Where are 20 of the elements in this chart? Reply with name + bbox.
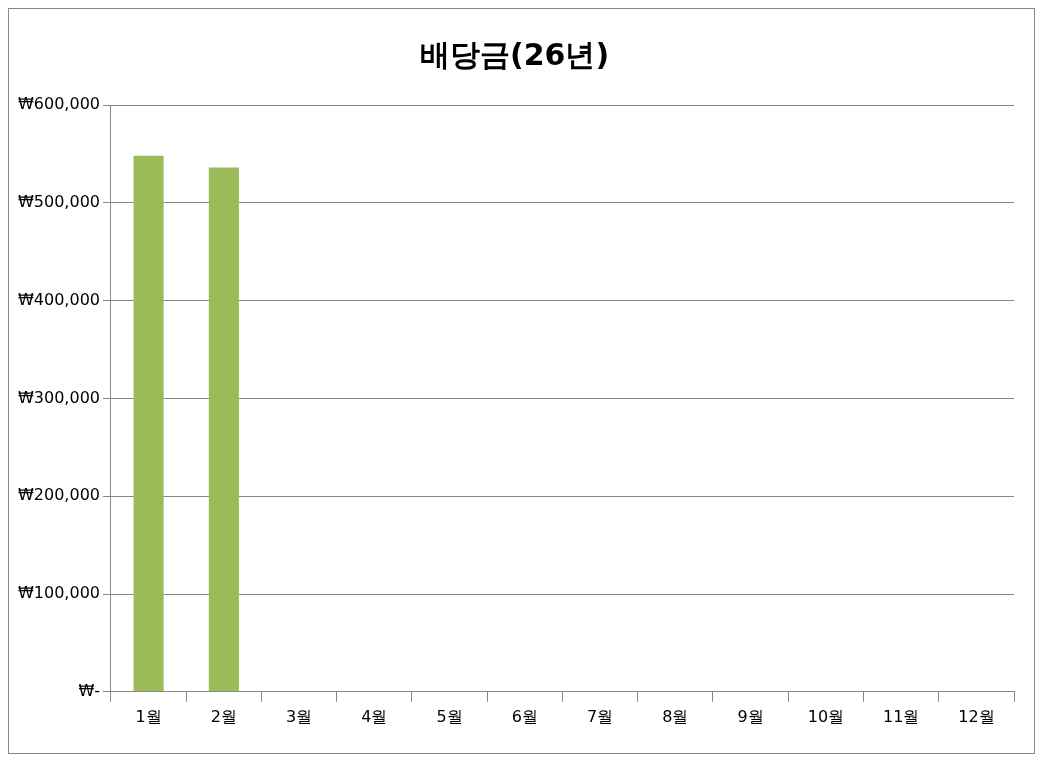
x-tick-label: 4월 (361, 706, 388, 726)
y-tick-label: ₩400,000 (18, 289, 100, 309)
x-tick-label: 9월 (737, 706, 764, 726)
x-tick-label: 3월 (286, 706, 313, 726)
x-tick-label: 8월 (662, 706, 689, 726)
x-tick-label: 10월 (807, 706, 845, 726)
x-tick-label: 5월 (436, 706, 463, 726)
x-tick-label: 1월 (135, 706, 162, 726)
y-tick-label: ₩200,000 (18, 485, 100, 505)
x-tick-label: 6월 (511, 706, 538, 726)
y-tick-label: ₩100,000 (18, 583, 100, 603)
y-tick-label: ₩500,000 (18, 191, 100, 211)
chart-title: 배당금(26년) (419, 36, 610, 72)
x-tick-label: 2월 (210, 706, 237, 726)
x-tick-label: 7월 (587, 706, 614, 726)
x-tick-label: 12월 (958, 706, 995, 726)
x-tick-label: 11월 (882, 706, 920, 726)
y-tick-label: ₩- (78, 680, 100, 700)
y-tick-label: ₩600,000 (18, 94, 100, 114)
y-tick-label: ₩300,000 (18, 387, 100, 407)
